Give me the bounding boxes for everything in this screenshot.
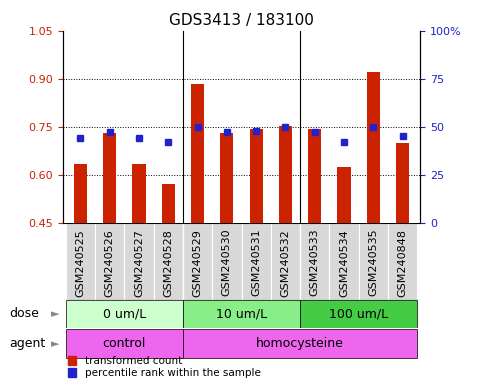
Text: GSM240528: GSM240528 xyxy=(163,229,173,297)
Text: GSM240533: GSM240533 xyxy=(310,229,320,296)
FancyBboxPatch shape xyxy=(95,223,124,300)
Text: ►: ► xyxy=(51,339,60,349)
FancyBboxPatch shape xyxy=(183,300,300,328)
Bar xyxy=(250,129,263,223)
FancyBboxPatch shape xyxy=(300,223,329,300)
FancyBboxPatch shape xyxy=(329,223,359,300)
Bar xyxy=(220,133,233,223)
Bar xyxy=(74,164,87,223)
FancyBboxPatch shape xyxy=(66,300,183,328)
FancyBboxPatch shape xyxy=(183,329,417,358)
FancyBboxPatch shape xyxy=(124,223,154,300)
Bar xyxy=(396,143,409,223)
FancyBboxPatch shape xyxy=(66,223,95,300)
Bar xyxy=(308,129,321,223)
FancyBboxPatch shape xyxy=(66,329,183,358)
Text: GSM240527: GSM240527 xyxy=(134,229,144,297)
Bar xyxy=(103,133,116,223)
Bar xyxy=(162,184,175,223)
FancyBboxPatch shape xyxy=(388,223,417,300)
FancyBboxPatch shape xyxy=(359,223,388,300)
Text: GSM240525: GSM240525 xyxy=(75,229,85,296)
FancyBboxPatch shape xyxy=(300,300,417,328)
Bar xyxy=(367,72,380,223)
Text: GSM240529: GSM240529 xyxy=(193,229,202,297)
Text: GSM240535: GSM240535 xyxy=(369,229,378,296)
FancyBboxPatch shape xyxy=(242,223,271,300)
FancyBboxPatch shape xyxy=(183,223,212,300)
Bar xyxy=(279,126,292,223)
Text: 10 um/L: 10 um/L xyxy=(216,308,267,320)
Bar xyxy=(132,164,145,223)
Text: GDS3413 / 183100: GDS3413 / 183100 xyxy=(169,13,314,28)
Text: GSM240848: GSM240848 xyxy=(398,229,408,297)
Text: GSM240526: GSM240526 xyxy=(105,229,114,296)
FancyBboxPatch shape xyxy=(212,223,242,300)
Text: GSM240531: GSM240531 xyxy=(251,229,261,296)
Text: ►: ► xyxy=(51,309,60,319)
Text: agent: agent xyxy=(10,337,46,350)
FancyBboxPatch shape xyxy=(271,223,300,300)
Text: 100 um/L: 100 um/L xyxy=(329,308,388,320)
Legend: transformed count, percentile rank within the sample: transformed count, percentile rank withi… xyxy=(68,356,260,378)
Text: GSM240532: GSM240532 xyxy=(281,229,290,296)
FancyBboxPatch shape xyxy=(154,223,183,300)
Text: GSM240530: GSM240530 xyxy=(222,229,232,296)
Text: 0 um/L: 0 um/L xyxy=(103,308,146,320)
Bar xyxy=(191,84,204,223)
Text: dose: dose xyxy=(10,308,40,320)
Text: control: control xyxy=(102,337,146,350)
Bar xyxy=(338,167,351,223)
Text: homocysteine: homocysteine xyxy=(256,337,344,350)
Text: GSM240534: GSM240534 xyxy=(339,229,349,296)
